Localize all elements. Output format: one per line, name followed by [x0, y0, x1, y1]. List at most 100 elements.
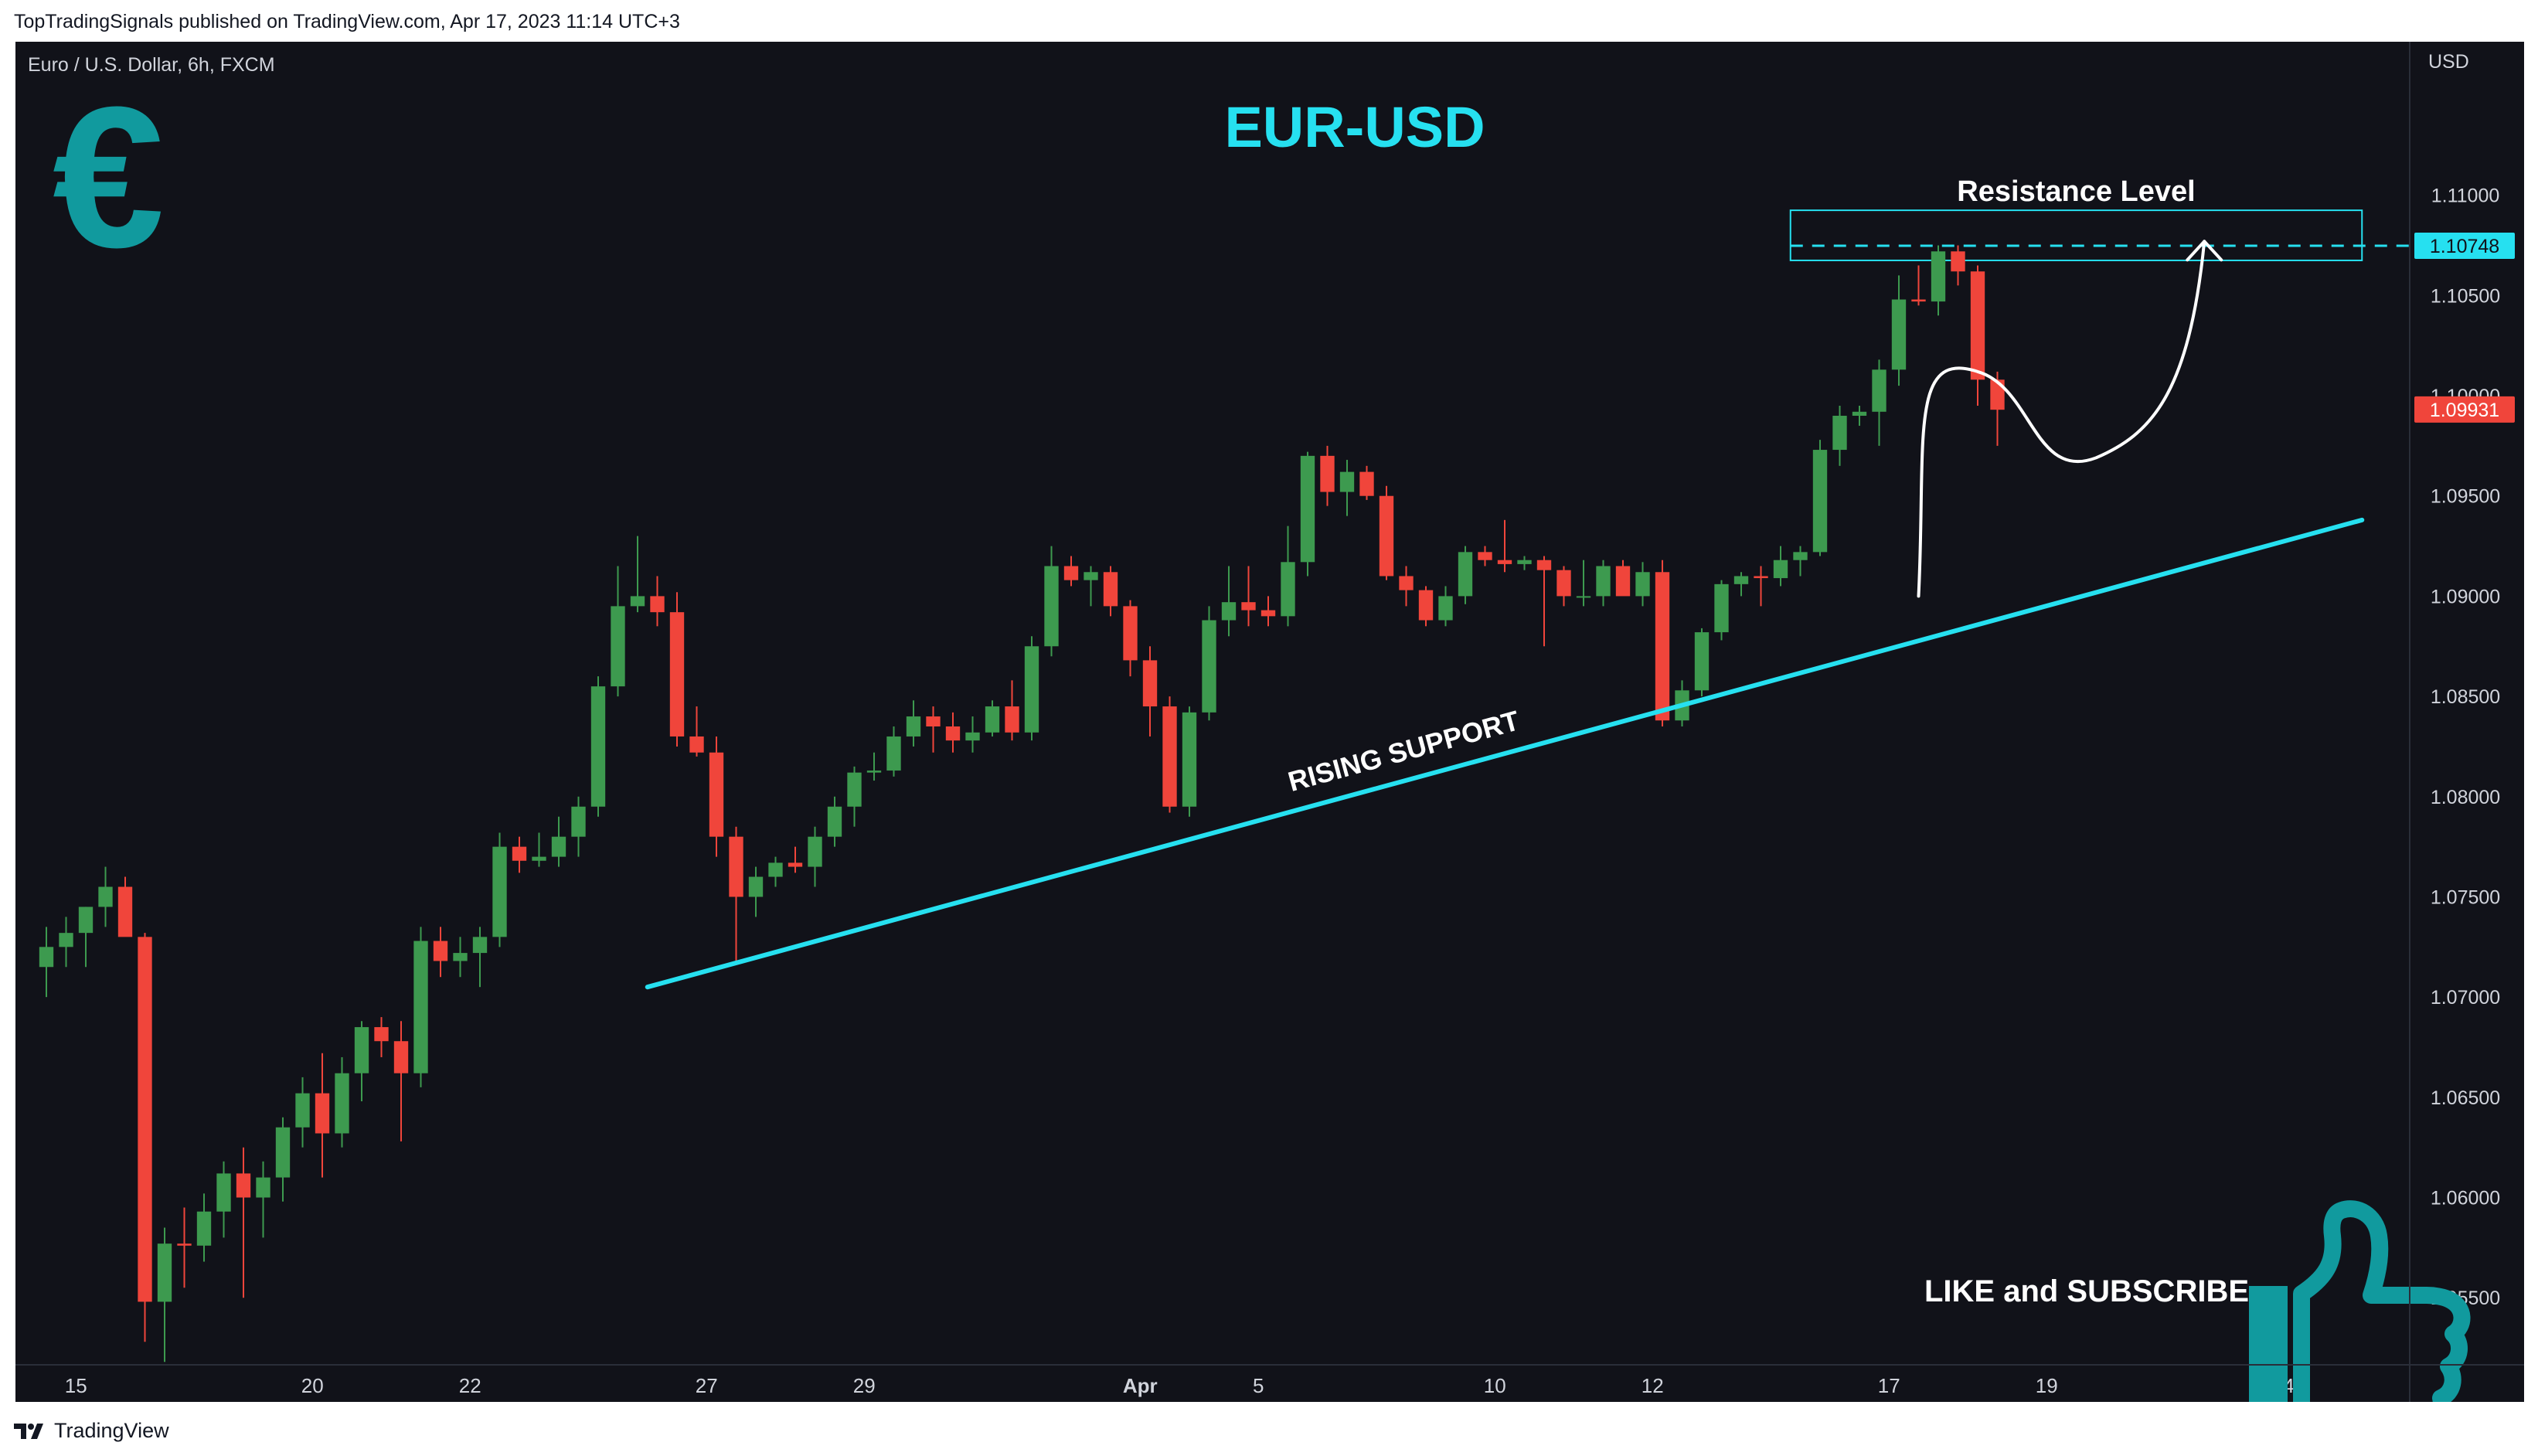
- price-axis[interactable]: 1.055001.060001.065001.070001.075001.080…: [2431, 185, 2500, 1310]
- candle-body: [1182, 712, 1197, 807]
- candle-body: [906, 716, 921, 737]
- candle-body: [729, 836, 743, 897]
- candle-body: [1754, 576, 1768, 579]
- candle-body: [1615, 566, 1631, 597]
- candle-body: [1872, 369, 1886, 412]
- candle-body: [532, 856, 546, 861]
- candle-body: [393, 1041, 409, 1073]
- candle-body: [1990, 379, 2005, 410]
- price-tick-label: 1.11000: [2431, 185, 2500, 207]
- price-tags: 1.10748 1.09931: [2414, 233, 2515, 423]
- candle-body: [1773, 560, 1788, 579]
- candle-body: [866, 771, 882, 773]
- candle-body: [808, 836, 822, 867]
- candle-body: [275, 1127, 291, 1178]
- candlestick-series: [39, 245, 2005, 1362]
- time-tick-label: 15: [65, 1374, 87, 1397]
- price-tick-label: 1.07500: [2431, 886, 2500, 908]
- candle-body: [1359, 471, 1374, 496]
- candle-body: [1202, 620, 1216, 713]
- resistance-label: Resistance Level: [1957, 175, 2195, 208]
- candle-body: [788, 862, 803, 867]
- resistance-zone[interactable]: [1789, 209, 2363, 261]
- candle-body: [1891, 299, 1907, 370]
- time-tick-label: 20: [301, 1374, 324, 1397]
- price-tick-label: 1.06000: [2431, 1188, 2500, 1209]
- candle-body: [650, 596, 665, 613]
- candle-body: [1221, 602, 1237, 621]
- candle-body: [236, 1173, 251, 1198]
- candle-body: [138, 937, 152, 1302]
- price-tick-label: 1.09500: [2431, 486, 2500, 508]
- candle-body: [177, 1243, 192, 1246]
- candle-body: [39, 947, 54, 968]
- candle-body: [827, 806, 842, 837]
- time-tick-label: Apr: [1123, 1374, 1158, 1397]
- candle-body: [1793, 552, 1808, 560]
- tradingview-logo-icon: [14, 1423, 43, 1439]
- candle-body: [1084, 572, 1098, 580]
- publisher-header: TopTradingSignals published on TradingVi…: [14, 11, 680, 32]
- candle-body: [1123, 606, 1138, 661]
- candle-body: [768, 862, 783, 877]
- chart-plot[interactable]: € EUR-USD Resistance Level RISING SUPPOR…: [15, 42, 2524, 1402]
- footer-brand[interactable]: TradingView: [14, 1419, 169, 1443]
- price-tag-label: 1.09931: [2430, 400, 2499, 421]
- candle-body: [157, 1243, 172, 1302]
- candle-body: [1162, 706, 1177, 807]
- candle-body: [1399, 576, 1414, 590]
- candle-body: [611, 606, 625, 687]
- candle-body: [413, 941, 428, 1073]
- rising-support-line[interactable]: [645, 517, 2365, 990]
- candle-body: [196, 1211, 212, 1246]
- candle-body: [335, 1073, 349, 1134]
- candle-body: [1142, 660, 1158, 707]
- candle-body: [551, 836, 566, 857]
- candle-body: [98, 886, 113, 907]
- candle-body: [1044, 566, 1059, 647]
- candle-body: [354, 1027, 369, 1073]
- price-tick-label: 1.09000: [2431, 586, 2500, 607]
- candle-body: [78, 907, 94, 934]
- candle-body: [1832, 415, 1847, 451]
- candle-body: [748, 876, 764, 897]
- candle-body: [1576, 596, 1591, 598]
- candle-body: [1812, 450, 1828, 553]
- candle-body: [1438, 596, 1453, 621]
- time-tick-label: 22: [459, 1374, 481, 1397]
- candle-body: [1852, 411, 1867, 416]
- cta-text: LIKE and SUBSCRIBE: [1924, 1274, 2249, 1308]
- euro-icon: €: [53, 66, 165, 290]
- candle-body: [1063, 566, 1079, 580]
- footer-brand-text: TradingView: [54, 1419, 169, 1442]
- candle-body: [1655, 572, 1670, 721]
- candle-body: [472, 937, 488, 954]
- chart-panel[interactable]: € EUR-USD Resistance Level RISING SUPPOR…: [15, 42, 2524, 1402]
- candle-body: [315, 1093, 330, 1134]
- candle-body: [1694, 632, 1710, 691]
- candle-body: [630, 596, 645, 607]
- candle-body: [945, 726, 961, 741]
- candle-body: [1024, 646, 1039, 733]
- candle-body: [926, 716, 941, 726]
- candle-body: [571, 806, 586, 837]
- candle-body: [1458, 552, 1473, 597]
- candle-body: [1379, 495, 1394, 577]
- candle-body: [847, 772, 862, 807]
- time-axis[interactable]: 1520222729Apr51012171924: [65, 1374, 2295, 1397]
- candle-body: [1478, 552, 1492, 560]
- candle-body: [1970, 271, 1985, 380]
- candle-body: [965, 732, 980, 741]
- candle-body: [256, 1177, 270, 1198]
- projection-path[interactable]: [1917, 240, 2206, 598]
- candle-body: [1536, 560, 1552, 570]
- price-tick-label: 1.10500: [2431, 285, 2500, 307]
- candle-body: [1300, 455, 1315, 563]
- candle-body: [689, 736, 704, 753]
- symbol-label: Euro / U.S. Dollar, 6h, FXCM: [28, 54, 275, 76]
- candle-body: [985, 706, 1000, 733]
- time-tick-label: 19: [2036, 1374, 2058, 1397]
- candle-body: [669, 612, 685, 737]
- chart-title: EUR-USD: [1224, 95, 1485, 159]
- time-tick-label: 10: [1484, 1374, 1506, 1397]
